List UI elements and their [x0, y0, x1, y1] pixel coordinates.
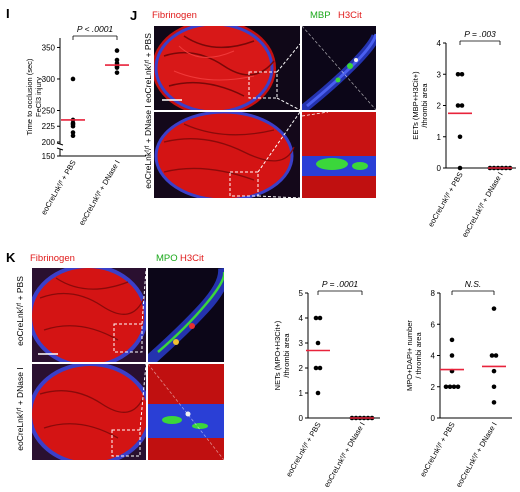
data-point — [455, 71, 461, 77]
data-point — [114, 70, 120, 75]
data-point — [70, 122, 76, 127]
data-point — [447, 384, 453, 390]
y-tick-label: 350 — [42, 43, 56, 52]
y-tick-label: 200 — [42, 138, 56, 147]
y-tick-label: 2 — [431, 383, 436, 392]
y-tick-label: 150 — [42, 152, 56, 161]
data-point — [315, 390, 321, 396]
y-axis-label-2: FeCl3 injury — [34, 77, 43, 117]
y-tick-label: 1 — [299, 389, 304, 398]
y-axis-label: MPO+DAPI+ number — [405, 320, 414, 391]
y-tick-label: 4 — [299, 314, 304, 323]
data-point — [451, 384, 457, 390]
y-tick-label: 3 — [437, 70, 442, 79]
data-point — [459, 71, 465, 77]
panel-label-k: K — [6, 250, 16, 265]
data-point — [114, 48, 120, 53]
y-tick-label: 0 — [437, 164, 442, 173]
y-tick-label: 2 — [437, 102, 442, 111]
data-point — [457, 165, 463, 171]
stain-fibrinogen-k: Fibrinogen — [30, 253, 75, 264]
significance-annotation: P = .003 — [464, 29, 496, 39]
panel-label-j: J — [130, 8, 138, 23]
data-point — [491, 400, 497, 405]
y-tick-label: 225 — [42, 122, 56, 131]
data-point — [70, 133, 76, 138]
data-point — [455, 384, 461, 390]
y-axis-label: Time to occlusion (sec) — [25, 58, 34, 135]
y-tick-label: 0 — [431, 414, 436, 423]
data-point — [317, 315, 323, 321]
y-tick-label: 8 — [431, 289, 436, 298]
y-tick-label: 3 — [299, 339, 304, 348]
micrograph-j-dnase-zoom — [302, 112, 376, 198]
y-axis-label: EETs (MBP+H3Cit+) — [411, 71, 420, 140]
x-category-label: eoCreLnkᶠ/ᶠ + DNase I — [454, 421, 499, 489]
data-point — [491, 306, 497, 311]
data-point — [70, 130, 76, 135]
x-category-label: eoCreLnkᶠ/ᶠ + PBS — [418, 421, 457, 479]
data-point — [459, 103, 465, 108]
data-point — [449, 353, 455, 358]
micrograph-j-dnase-overview — [154, 112, 300, 198]
y-tick-label: 0 — [299, 414, 304, 423]
y-tick-label: 1 — [437, 133, 442, 142]
y-tick-label: 300 — [42, 75, 56, 84]
data-point — [491, 368, 497, 374]
data-point — [317, 365, 323, 371]
data-point — [114, 65, 120, 70]
data-point — [493, 353, 499, 358]
data-point — [491, 384, 497, 390]
micrograph-k-pbs-zoom — [148, 268, 224, 362]
y-tick-label: 5 — [299, 289, 304, 298]
y-tick-label: 250 — [42, 106, 56, 115]
micrograph-j-pbs-zoom — [302, 26, 376, 110]
data-point — [70, 76, 76, 82]
y-axis-label-2: /thrombi area — [282, 333, 291, 378]
data-point — [443, 384, 449, 390]
stain-h3cit-k: H3Cit — [180, 253, 204, 264]
significance-annotation: P = .0001 — [322, 279, 359, 289]
y-axis-label-2: /thrombi area — [420, 83, 429, 128]
y-tick-label: 2 — [299, 364, 304, 373]
data-point — [489, 353, 495, 358]
significance-annotation: N.S. — [465, 279, 482, 289]
data-point — [313, 365, 319, 371]
y-tick-label: 4 — [431, 352, 436, 361]
data-point — [114, 57, 120, 63]
data-point — [455, 103, 461, 108]
y-tick-label: 4 — [437, 39, 442, 48]
micrograph-k-dnase-zoom — [148, 364, 224, 460]
stain-mbp-j: MBP — [310, 10, 331, 21]
stain-fibrinogen-j: Fibrinogen — [152, 10, 197, 21]
y-axis-label: NETs (MPO+H3Cit+) — [273, 320, 282, 390]
data-point — [449, 337, 455, 343]
significance-annotation: P < .0001 — [77, 24, 114, 34]
y-axis-break-mark — [56, 147, 64, 151]
data-point — [457, 134, 463, 140]
y-tick-label: 6 — [431, 320, 436, 329]
micrograph-k-pbs-overview — [32, 268, 146, 362]
stain-h3cit-j: H3Cit — [338, 10, 362, 21]
micrograph-k-dnase-overview — [32, 364, 146, 460]
y-axis-label-2: / thrombi area — [414, 332, 423, 379]
panel-label-i: I — [6, 6, 10, 21]
y-axis-break-mark — [56, 142, 64, 146]
micrograph-j-pbs-overview — [154, 26, 300, 110]
data-point — [313, 315, 319, 321]
stain-mpo-k: MPO — [156, 253, 178, 264]
data-point — [315, 340, 321, 346]
